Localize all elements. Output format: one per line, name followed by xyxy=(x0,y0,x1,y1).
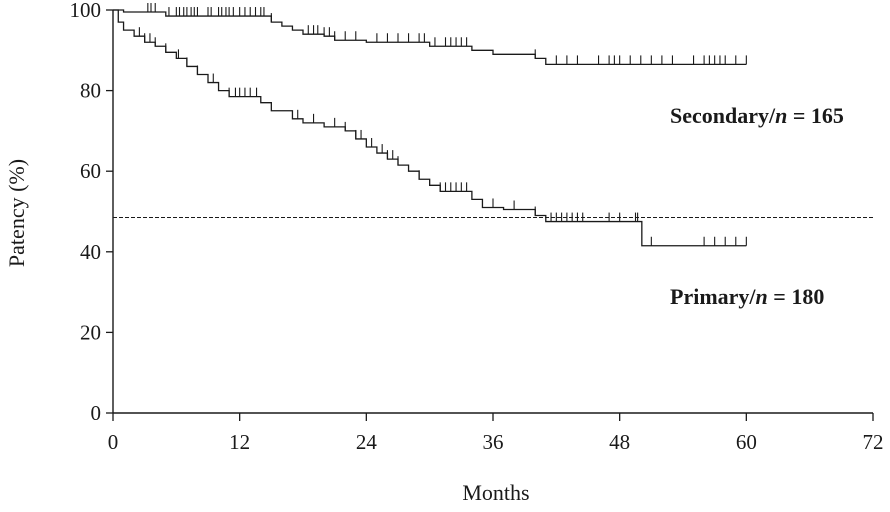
y-tick-label: 80 xyxy=(80,79,101,103)
x-tick-label: 48 xyxy=(609,430,630,454)
series-layer xyxy=(113,3,747,247)
series-primary xyxy=(113,9,747,247)
y-tick-label: 40 xyxy=(80,240,101,264)
y-tick-label: 0 xyxy=(91,401,102,425)
x-axis-title: Months xyxy=(462,480,529,505)
axes: 0 20 40 60 80 100 0 12 24 36 48 60 72 xyxy=(70,0,884,454)
y-tick-label: 100 xyxy=(70,0,102,22)
y-tick-label: 20 xyxy=(80,320,101,344)
y-tick-label: 60 xyxy=(80,159,101,183)
series-label-primary: Primary/n = 180 xyxy=(670,284,824,309)
x-tick-label: 36 xyxy=(483,430,504,454)
x-tick-label: 12 xyxy=(229,430,250,454)
x-tick-label: 60 xyxy=(736,430,757,454)
x-tick-label: 72 xyxy=(863,430,884,454)
series-label-secondary: Secondary/n = 165 xyxy=(670,103,844,128)
series-secondary xyxy=(113,3,747,66)
x-tick-label: 24 xyxy=(356,430,378,454)
y-axis-title: Patency (%) xyxy=(4,159,29,267)
x-tick-label: 0 xyxy=(108,430,119,454)
